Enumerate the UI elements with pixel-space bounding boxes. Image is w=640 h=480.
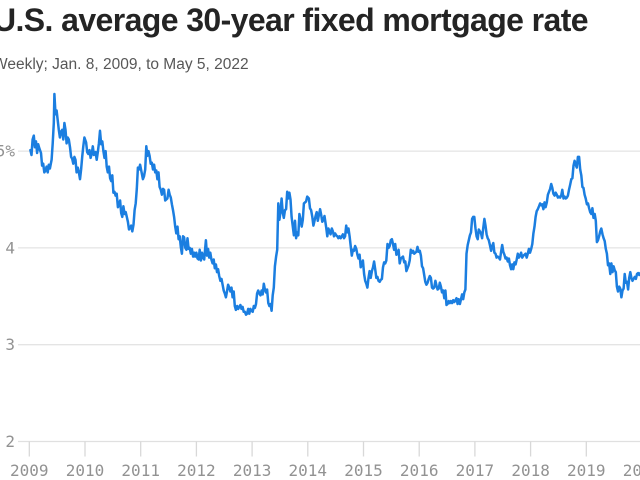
x-axis-label: 2013 — [233, 461, 272, 480]
x-axis-ticks — [28, 441, 587, 457]
rate-line — [29, 92, 640, 316]
x-axis-label: 2010 — [66, 461, 105, 480]
y-axis-label: 4 — [5, 238, 15, 257]
rate-line-group — [29, 92, 640, 316]
x-axis-labels: 2009 2010 2011 2012 2013 2014 2015 2016 2017 2018… — [10, 461, 640, 480]
y-axis-label: 2 — [5, 432, 15, 451]
x-axis-label: 2015 — [344, 461, 383, 480]
x-axis-label: 2020 — [623, 461, 640, 480]
x-axis-label: 2017 — [456, 461, 495, 480]
chart-title: U.S. average 30-year fixed mortgage rate — [0, 2, 589, 38]
gridlines — [18, 150, 640, 443]
x-axis-label: 2011 — [121, 461, 160, 480]
x-axis-label: 2016 — [400, 461, 439, 480]
y-axis-label: 3 — [5, 335, 15, 354]
y-axis-label: 5% — [0, 142, 15, 161]
y-axis-labels: 5% 4 3 2 — [0, 142, 15, 451]
x-axis-label: 2009 — [10, 461, 49, 480]
x-axis-label: 2012 — [177, 461, 216, 480]
chart-subtitle: Weekly; Jan. 8, 2009, to May 5, 2022 — [0, 56, 249, 73]
x-axis-label: 2014 — [289, 461, 328, 480]
x-axis-label: 2019 — [567, 461, 606, 480]
x-axis-label: 2018 — [511, 461, 550, 480]
